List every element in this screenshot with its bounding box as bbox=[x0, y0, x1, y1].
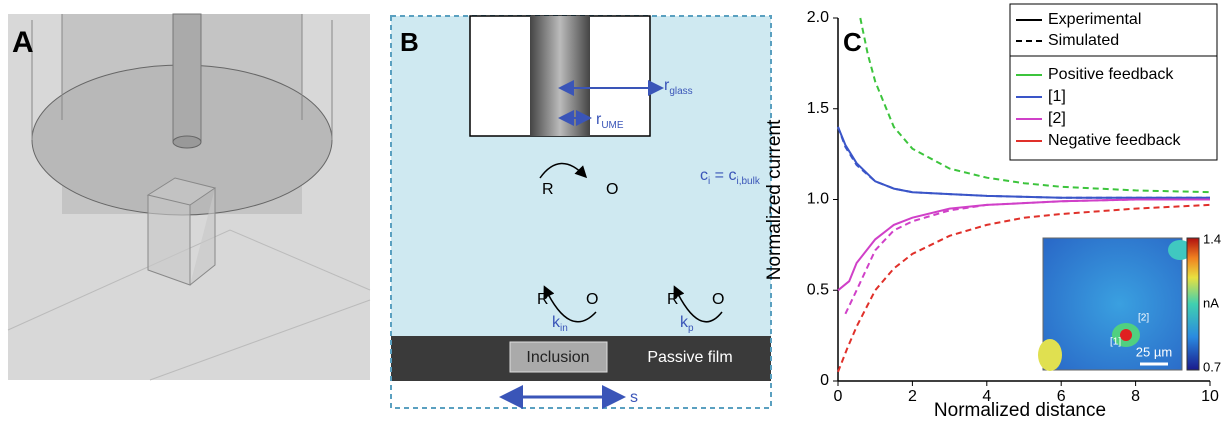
film-label: Passive film bbox=[647, 349, 732, 366]
panel-c: C Normalized distance Normalized current… bbox=[764, 4, 1221, 419]
y-tick-label: 1.0 bbox=[807, 191, 829, 208]
species: O bbox=[606, 181, 618, 198]
panel-b: B R O R O R O Inclusion Passive film s bbox=[391, 16, 771, 408]
panel-label: B bbox=[400, 27, 419, 57]
y-tick-label: 0 bbox=[820, 372, 829, 389]
colorbar-label: nA bbox=[1203, 295, 1219, 310]
y-axis-label: Normalized current bbox=[764, 119, 785, 280]
probe bbox=[173, 14, 201, 142]
s-label: s bbox=[630, 389, 638, 406]
species: R bbox=[667, 291, 679, 308]
label-part: c bbox=[700, 167, 708, 184]
subscript: UME bbox=[601, 120, 624, 131]
x-tick-label: 4 bbox=[982, 388, 991, 405]
panel-label: C bbox=[843, 27, 862, 57]
edge-feature bbox=[1038, 339, 1062, 371]
species: R bbox=[542, 181, 554, 198]
x-tick-label: 0 bbox=[834, 388, 843, 405]
x-tick-label: 8 bbox=[1131, 388, 1140, 405]
colorbar-label: 1.4 bbox=[1203, 231, 1221, 246]
species: O bbox=[712, 291, 724, 308]
subscript: p bbox=[688, 323, 694, 334]
inset-label: [2] bbox=[1138, 313, 1149, 324]
subscript: i,bulk bbox=[736, 176, 760, 187]
legend-label: Experimental bbox=[1048, 11, 1141, 28]
probe-tip bbox=[173, 136, 201, 148]
legend-label: Simulated bbox=[1048, 32, 1119, 49]
species: R bbox=[537, 291, 549, 308]
colorbar-label: 0.7 bbox=[1203, 359, 1221, 374]
panel-label: A bbox=[12, 26, 34, 59]
subscript: glass bbox=[669, 86, 692, 97]
x-tick-label: 10 bbox=[1201, 388, 1219, 405]
y-tick-label: 1.5 bbox=[807, 100, 829, 117]
legend-label: Positive feedback bbox=[1048, 66, 1174, 83]
subscript: in bbox=[560, 323, 568, 334]
species: O bbox=[586, 291, 598, 308]
y-tick-label: 0.5 bbox=[807, 281, 829, 298]
y-tick-label: 2.0 bbox=[807, 9, 829, 26]
panel-a: A bbox=[8, 14, 370, 380]
x-tick-label: 2 bbox=[908, 388, 917, 405]
inclusion-label: Inclusion bbox=[526, 349, 589, 366]
label-part: = c bbox=[710, 167, 736, 184]
colorbar bbox=[1187, 238, 1199, 370]
inset-label: [1] bbox=[1110, 337, 1121, 348]
figure: A B R O R O R O Inclusion Passive film s… bbox=[0, 0, 1221, 419]
scale-label: 25 µm bbox=[1136, 344, 1172, 359]
cube bbox=[148, 178, 215, 285]
x-axis-label: Normalized distance bbox=[934, 400, 1106, 419]
legend-label: [2] bbox=[1048, 110, 1066, 127]
hot-spot bbox=[1120, 329, 1132, 341]
legend-label: Negative feedback bbox=[1048, 132, 1182, 149]
x-tick-label: 6 bbox=[1057, 388, 1066, 405]
legend-label: [1] bbox=[1048, 88, 1066, 105]
